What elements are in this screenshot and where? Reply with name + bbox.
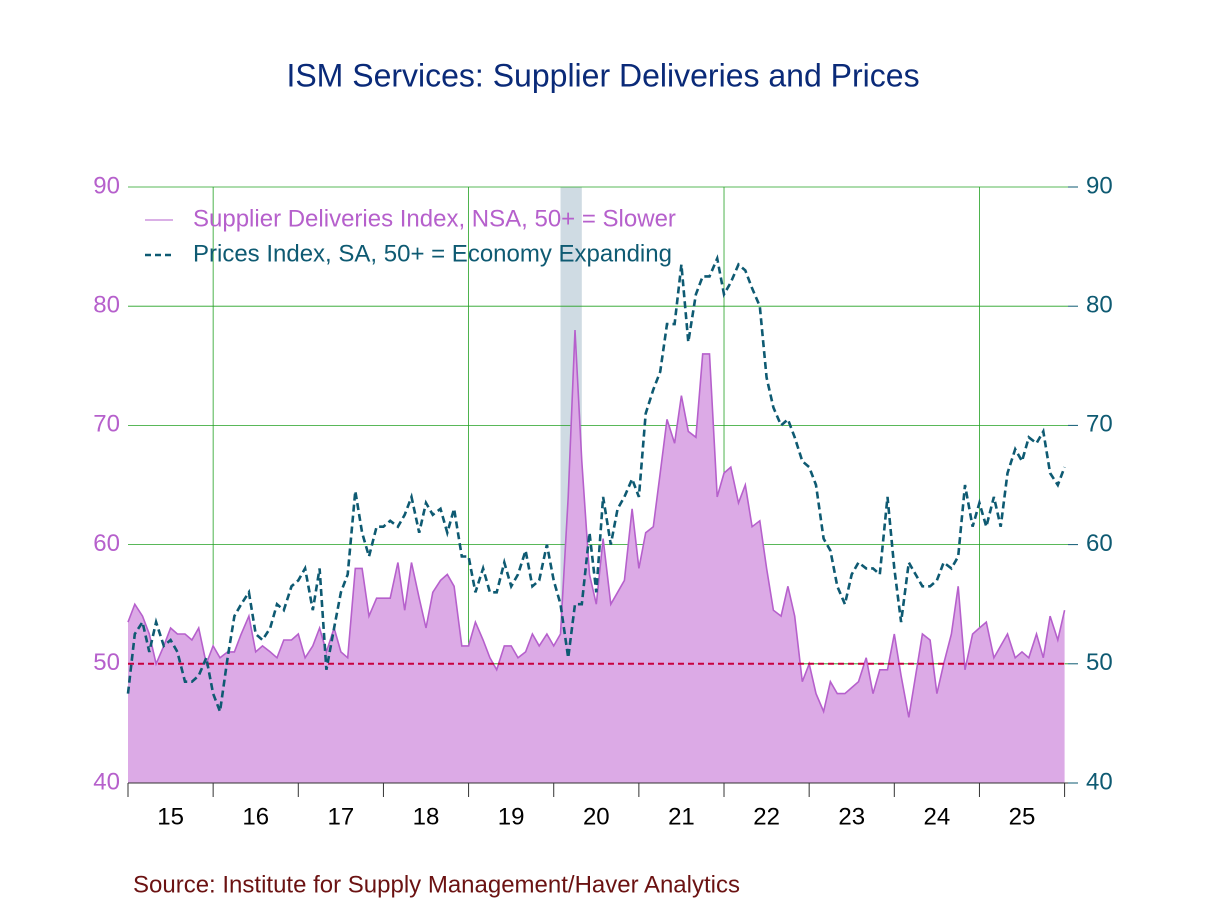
- legend-label: Prices Index, SA, 50+ = Economy Expandin…: [193, 240, 672, 267]
- x-tick-label: 19: [498, 803, 525, 830]
- y2-tick-label: 70: [1086, 411, 1113, 438]
- x-tick-label: 20: [583, 803, 610, 830]
- y-tick-label: 60: [93, 530, 120, 557]
- chart-title: ISM Services: Supplier Deliveries and Pr…: [286, 57, 919, 93]
- legend-label: Supplier Deliveries Index, NSA, 50+ = Sl…: [193, 205, 676, 232]
- x-tick-label: 21: [668, 803, 695, 830]
- x-tick-label: 15: [157, 803, 184, 830]
- x-tick-label: 22: [753, 803, 780, 830]
- y-tick-label: 40: [93, 768, 120, 795]
- line: [127, 329, 1066, 718]
- y-tick-label: 80: [93, 292, 120, 319]
- y-tick-label: 90: [93, 172, 120, 199]
- x-tick-label: 24: [924, 803, 951, 830]
- y2-tick-label: 90: [1086, 172, 1113, 199]
- y2-tick-label: 80: [1086, 292, 1113, 319]
- x-tick-label: 18: [413, 803, 440, 830]
- x-tick-label: 25: [1009, 803, 1036, 830]
- x-tick-label: 17: [328, 803, 355, 830]
- x-tick-label: 16: [242, 803, 269, 830]
- y-tick-label: 50: [93, 649, 120, 676]
- y2-tick-label: 50: [1086, 649, 1113, 676]
- y2-tick-label: 40: [1086, 768, 1113, 795]
- y-tick-label: 70: [93, 411, 120, 438]
- area: [128, 330, 1065, 783]
- x-tick-label: 23: [838, 803, 865, 830]
- y2-tick-label: 60: [1086, 530, 1113, 557]
- line: [126, 254, 1066, 717]
- source: Source: Institute for Supply Management/…: [133, 871, 740, 898]
